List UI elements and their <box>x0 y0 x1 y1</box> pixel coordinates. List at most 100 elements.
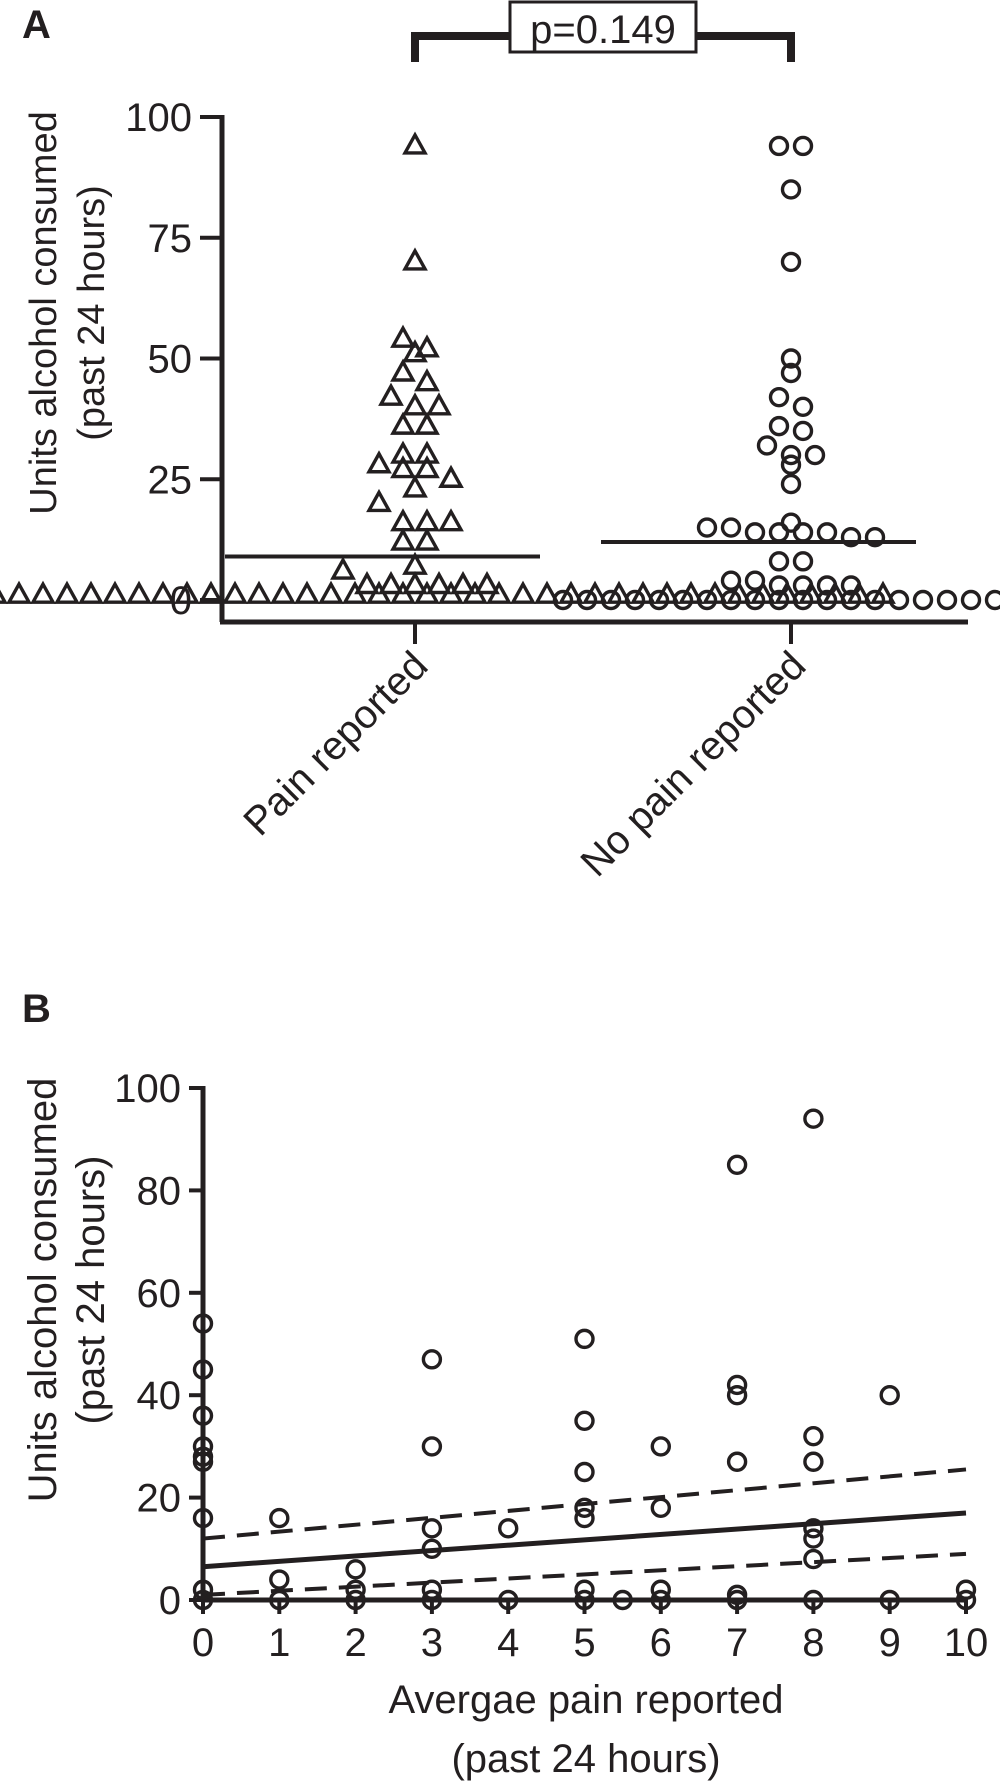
no-pain-reported-point <box>600 589 622 611</box>
pain-alcohol-point <box>269 1569 290 1590</box>
pain-reported-point <box>402 551 428 575</box>
pain-reported-point <box>390 508 416 532</box>
pain-reported-point <box>426 571 452 595</box>
confidence-band-lower <box>202 1551 967 1597</box>
pain-reported-point <box>246 580 272 604</box>
pain-alcohol-point <box>574 1410 595 1432</box>
pain-alcohol-point <box>803 1518 824 1539</box>
pain-alcohol-point <box>879 1589 900 1611</box>
no-pain-reported-point <box>912 589 934 611</box>
panel-b-xtick-label: 0 <box>192 1621 214 1665</box>
pain-alcohol-point <box>421 1349 443 1370</box>
pain-reported-point <box>402 392 428 416</box>
pain-reported-point <box>534 580 560 604</box>
confidence-band-upper <box>202 1467 967 1541</box>
pain-reported-point <box>438 464 464 488</box>
no-pain-reported-point <box>768 589 790 611</box>
pain-reported-point <box>78 580 104 604</box>
no-pain-reported-point <box>744 522 766 543</box>
panel-b-ylabel-line1: Units alcohol consumed <box>21 1078 65 1503</box>
pain-reported-point <box>402 474 428 498</box>
panel-b-xtick-label: 8 <box>802 1621 824 1665</box>
pain-alcohol-point <box>574 1589 595 1611</box>
pain-reported-point <box>294 580 320 604</box>
panel-b-xlabel-line1: Avergae pain reported <box>388 1678 783 1722</box>
no-pain-reported-point <box>768 386 790 408</box>
no-pain-reported-point <box>864 589 886 611</box>
no-pain-reported-point <box>576 589 598 611</box>
pain-reported-point <box>378 571 404 595</box>
pain-reported-point <box>390 358 416 382</box>
pain-alcohol-point <box>192 1579 214 1600</box>
panel-b-xtick-label: 5 <box>573 1621 595 1665</box>
pain-reported-point <box>174 580 200 604</box>
pain-alcohol-point <box>574 1497 595 1519</box>
pain-reported-point <box>474 571 500 595</box>
pain-reported-point <box>366 488 392 513</box>
pain-alcohol-point <box>345 1579 366 1600</box>
no-pain-reported-point <box>696 517 718 538</box>
pain-alcohol-point <box>803 1108 824 1129</box>
panel-a-ylabel-line2: (past 24 hours) <box>71 185 113 441</box>
panel-b-xtick-label: 3 <box>421 1621 443 1665</box>
pain-alcohol-point <box>421 1579 443 1600</box>
pain-alcohol-point <box>650 1497 671 1519</box>
pain-alcohol-point <box>955 1589 977 1611</box>
panel-label-a: A <box>22 3 51 47</box>
no-pain-reported-point <box>888 589 910 611</box>
no-pain-reported-point <box>792 396 814 417</box>
no-pain-reported-point <box>624 589 646 611</box>
panel-label-b: B <box>22 987 51 1031</box>
panel-a-xtick-label-no-pain: No pain reported <box>573 643 815 885</box>
pain-alcohol-point <box>803 1451 824 1472</box>
pain-reported-point <box>198 580 224 604</box>
no-pain-reported-point <box>816 522 838 543</box>
no-pain-reported-point <box>552 589 574 611</box>
pain-alcohol-point <box>803 1528 824 1549</box>
panel-b-xtick-label: 4 <box>497 1621 519 1665</box>
pain-alcohol-point <box>650 1436 671 1457</box>
panel-b-xtick-label: 9 <box>879 1621 901 1665</box>
pain-reported-point <box>438 508 464 532</box>
pain-reported-point <box>222 580 248 604</box>
panel-a-ytick-label: 75 <box>148 217 193 261</box>
pain-reported-point <box>414 334 440 358</box>
pain-reported-point <box>390 440 416 464</box>
no-pain-reported-point <box>840 527 862 548</box>
no-pain-reported-point <box>768 415 790 437</box>
pain-alcohol-point <box>612 1589 633 1611</box>
no-pain-reported-point <box>864 527 886 548</box>
pain-alcohol-point <box>955 1579 977 1600</box>
pain-reported-point <box>390 455 416 479</box>
no-pain-reported-point <box>720 517 742 538</box>
no-pain-reported-point <box>780 512 802 533</box>
pain-reported-point <box>402 247 428 271</box>
pain-reported-point <box>414 368 440 392</box>
significance-bracket <box>411 32 795 62</box>
pain-reported-point <box>354 571 380 595</box>
pain-alcohol-point <box>192 1359 214 1380</box>
panel-b-xtick-label: 10 <box>944 1621 989 1665</box>
panel-b-ytick-label: 80 <box>137 1169 182 1213</box>
pain-reported-point <box>54 580 80 604</box>
no-pain-reported-point <box>792 135 814 157</box>
no-pain-reported-point <box>792 575 814 596</box>
panel-b-ylabel-line2: (past 24 hours) <box>69 1155 113 1424</box>
no-pain-reported-point <box>780 179 802 200</box>
pain-alcohol-point <box>421 1538 443 1560</box>
no-pain-reported-point <box>780 348 802 369</box>
panel-a-ytick-label: 100 <box>125 96 192 140</box>
no-pain-reported-point <box>792 589 814 611</box>
pain-alcohol-point <box>803 1425 824 1447</box>
no-pain-reported-point <box>780 251 802 273</box>
no-pain-reported-point <box>696 589 718 611</box>
panel-b-xtick-label: 6 <box>650 1621 672 1665</box>
no-pain-reported-point <box>792 551 814 572</box>
panel-a-ytick-label: 50 <box>148 338 193 382</box>
pain-alcohol-point <box>574 1507 595 1529</box>
pain-alcohol-point <box>498 1518 519 1539</box>
pain-alcohol-point <box>192 1507 214 1529</box>
no-pain-reported-point <box>804 444 826 466</box>
pain-reported-point <box>450 571 476 595</box>
